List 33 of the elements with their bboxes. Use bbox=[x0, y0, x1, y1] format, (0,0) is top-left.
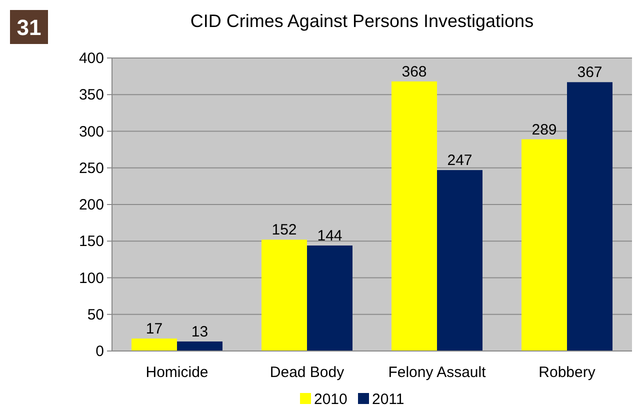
bar bbox=[522, 139, 567, 351]
bar bbox=[437, 170, 482, 351]
data-label: 13 bbox=[191, 323, 208, 340]
y-tick-label: 100 bbox=[78, 270, 104, 287]
chart-title: CID Crimes Against Persons Investigations bbox=[190, 11, 534, 31]
data-label: 368 bbox=[402, 63, 427, 80]
x-tick-label: Homicide bbox=[146, 364, 208, 381]
data-label: 144 bbox=[317, 228, 342, 245]
y-tick-label: 350 bbox=[78, 86, 104, 104]
y-tick-label: 300 bbox=[78, 123, 104, 140]
bar bbox=[392, 81, 437, 351]
x-tick-label: Felony Assault bbox=[388, 364, 487, 381]
bar bbox=[567, 82, 612, 351]
text: 31 bbox=[16, 15, 42, 40]
x-tick-label: Robbery bbox=[538, 364, 596, 381]
data-label: 247 bbox=[447, 152, 472, 170]
data-label: 289 bbox=[532, 121, 557, 138]
bar bbox=[307, 246, 352, 351]
x-tick-label: Dead Body bbox=[270, 364, 345, 381]
legend-label: 2011 bbox=[372, 391, 404, 408]
y-tick-label: 50 bbox=[87, 306, 104, 324]
legend-label: 2010 bbox=[314, 391, 348, 408]
data-label: 17 bbox=[146, 320, 163, 338]
bar bbox=[262, 240, 307, 351]
y-tick-label: 150 bbox=[78, 233, 104, 250]
bar bbox=[177, 341, 222, 351]
data-label: 367 bbox=[577, 64, 602, 82]
data-label: 152 bbox=[272, 222, 297, 239]
y-tick-label: 200 bbox=[78, 196, 104, 214]
y-tick-label: 250 bbox=[78, 160, 104, 177]
bar bbox=[132, 338, 177, 351]
y-tick-label: 400 bbox=[78, 50, 104, 67]
y-tick-label: 0 bbox=[96, 343, 104, 360]
